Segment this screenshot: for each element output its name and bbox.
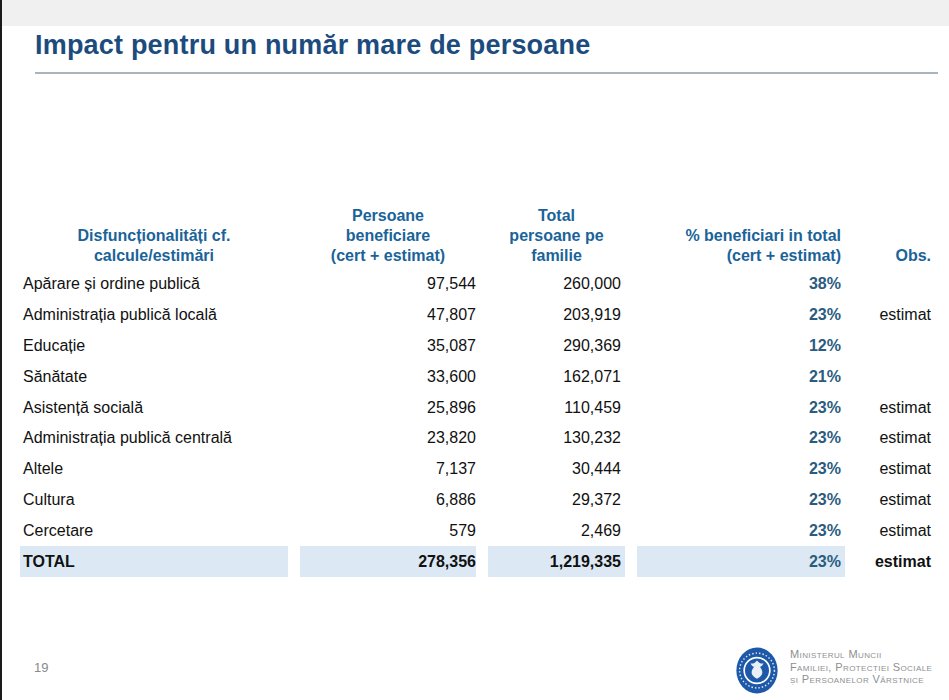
column-header-obs: Obs. xyxy=(857,246,945,266)
cell-obs xyxy=(857,269,945,300)
cell-procent-beneficiari: 23% xyxy=(637,515,845,546)
table-row: Educație 35,087 290,369 12% xyxy=(20,331,945,362)
cell-persoane-beneficiare: 23,820 xyxy=(300,423,476,454)
table-header-row: Disfuncționalități cf. calcule/estimări … xyxy=(20,188,945,269)
cell-disfunctionalitate: Administrația publică centrală xyxy=(20,423,288,454)
header-line: calcule/estimări xyxy=(20,246,288,266)
cell-total-persoane-familie: 260,000 xyxy=(488,269,625,300)
cell-disfunctionalitate: TOTAL xyxy=(20,546,288,577)
cell-procent-beneficiari: 23% xyxy=(637,485,845,516)
table-row: Altele 7,137 30,444 23% estimat xyxy=(20,454,945,485)
header-line: % beneficiari in total xyxy=(637,226,841,246)
cell-obs xyxy=(857,331,945,362)
ministry-line-1: Ministerul Muncii xyxy=(790,648,949,661)
cell-procent-beneficiari: 23% xyxy=(637,546,845,577)
table-row: Cultura 6,886 29,372 23% estimat xyxy=(20,485,945,516)
cell-obs: estimat xyxy=(857,454,945,485)
cell-total-persoane-familie: 30,444 xyxy=(488,454,625,485)
government-seal-icon xyxy=(735,645,779,696)
page-number: 19 xyxy=(34,660,48,675)
cell-procent-beneficiari: 23% xyxy=(637,300,845,331)
cell-disfunctionalitate: Sănătate xyxy=(20,361,288,392)
header-line: (cert + estimat) xyxy=(300,246,476,266)
table-body: Apărare și ordine publică 97,544 260,000… xyxy=(20,269,945,577)
cell-persoane-beneficiare: 33,600 xyxy=(300,361,476,392)
header-line: Persoane xyxy=(300,206,476,226)
title-underline xyxy=(35,72,938,74)
column-header-procent-beneficiari: % beneficiari in total (cert + estimat) xyxy=(637,226,845,266)
cell-obs: estimat xyxy=(857,515,945,546)
cell-persoane-beneficiare: 6,886 xyxy=(300,485,476,516)
cell-total-persoane-familie: 29,372 xyxy=(488,485,625,516)
cell-obs: estimat xyxy=(857,300,945,331)
header-line: (cert + estimat) xyxy=(637,246,841,266)
header-line: familie xyxy=(488,246,625,266)
column-header-disfunctionalitati: Disfuncționalități cf. calcule/estimări xyxy=(20,226,288,266)
cell-procent-beneficiari: 12% xyxy=(637,331,845,362)
cell-persoane-beneficiare: 47,807 xyxy=(300,300,476,331)
column-header-total-persoane: Total persoane pe familie xyxy=(488,206,625,266)
cell-persoane-beneficiare: 579 xyxy=(300,515,476,546)
cell-procent-beneficiari: 38% xyxy=(637,269,845,300)
cell-obs: estimat xyxy=(857,485,945,516)
window-top-strip xyxy=(0,0,949,26)
cell-procent-beneficiari: 23% xyxy=(637,423,845,454)
cell-procent-beneficiari: 23% xyxy=(637,392,845,423)
table-row: Sănătate 33,600 162,071 21% xyxy=(20,361,945,392)
header-line: Total xyxy=(488,206,625,226)
cell-total-persoane-familie: 1,219,335 xyxy=(488,546,625,577)
cell-disfunctionalitate: Cultura xyxy=(20,485,288,516)
cell-persoane-beneficiare: 97,544 xyxy=(300,269,476,300)
ministry-name: Ministerul Muncii Familiei, Protecției S… xyxy=(790,648,949,686)
table-row: Asistență socială 25,896 110,459 23% est… xyxy=(20,392,945,423)
cell-disfunctionalitate: Educație xyxy=(20,331,288,362)
cell-persoane-beneficiare: 7,137 xyxy=(300,454,476,485)
header-line: Disfuncționalități cf. xyxy=(20,226,288,246)
cell-total-persoane-familie: 162,071 xyxy=(488,361,625,392)
header-line: Obs. xyxy=(857,246,931,266)
ministry-line-2: Familiei, Protecției Sociale xyxy=(790,661,949,674)
cell-procent-beneficiari: 21% xyxy=(637,361,845,392)
cell-disfunctionalitate: Altele xyxy=(20,454,288,485)
impact-table: Disfuncționalități cf. calcule/estimări … xyxy=(20,188,945,577)
cell-persoane-beneficiare: 278,356 xyxy=(300,546,476,577)
cell-obs: estimat xyxy=(857,423,945,454)
cell-disfunctionalitate: Administrația publică locală xyxy=(20,300,288,331)
ministry-line-3: și Persoanelor Vârstnice xyxy=(790,673,949,686)
header-line: beneficiare xyxy=(300,226,476,246)
cell-total-persoane-familie: 2,469 xyxy=(488,515,625,546)
cell-obs: estimat xyxy=(857,392,945,423)
column-header-persoane-beneficiare: Persoane beneficiare (cert + estimat) xyxy=(300,206,476,266)
table-row: Administrația publică locală 47,807 203,… xyxy=(20,300,945,331)
cell-procent-beneficiari: 23% xyxy=(637,454,845,485)
cell-disfunctionalitate: Asistență socială xyxy=(20,392,288,423)
header-line: persoane pe xyxy=(488,226,625,246)
cell-disfunctionalitate: Cercetare xyxy=(20,515,288,546)
cell-disfunctionalitate: Apărare și ordine publică xyxy=(20,269,288,300)
slide-title: Impact pentru un număr mare de persoane xyxy=(35,30,925,61)
cell-persoane-beneficiare: 35,087 xyxy=(300,331,476,362)
cell-total-persoane-familie: 130,232 xyxy=(488,423,625,454)
cell-total-persoane-familie: 110,459 xyxy=(488,392,625,423)
window-left-border xyxy=(0,0,2,700)
table-row: Cercetare 579 2,469 23% estimat xyxy=(20,515,945,546)
cell-total-persoane-familie: 203,919 xyxy=(488,300,625,331)
table-row: Apărare și ordine publică 97,544 260,000… xyxy=(20,269,945,300)
cell-obs xyxy=(857,361,945,392)
cell-persoane-beneficiare: 25,896 xyxy=(300,392,476,423)
cell-total-persoane-familie: 290,369 xyxy=(488,331,625,362)
table-row: TOTAL 278,356 1,219,335 23% estimat xyxy=(20,546,945,577)
table-row: Administrația publică centrală 23,820 13… xyxy=(20,423,945,454)
cell-obs: estimat xyxy=(857,546,945,577)
